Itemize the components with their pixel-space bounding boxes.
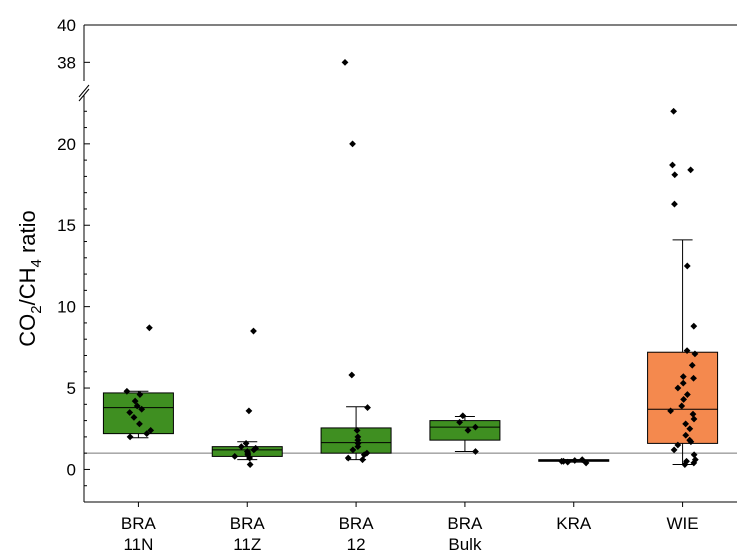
data-point	[123, 387, 131, 395]
data-point	[690, 459, 698, 467]
box-2	[320, 406, 392, 461]
data-point	[130, 413, 138, 421]
data-point	[250, 327, 257, 335]
data-point	[246, 454, 254, 462]
data-point	[131, 397, 139, 405]
data-point	[690, 322, 698, 330]
data-point	[143, 430, 151, 438]
data-point	[126, 433, 134, 441]
x-category-label: Bulk	[448, 535, 482, 553]
y-axis-title: CO2/CH4 ratio	[15, 210, 45, 347]
data-point	[582, 459, 590, 467]
y-tick-label: 5	[67, 379, 76, 398]
box-3	[429, 416, 501, 453]
data-point	[670, 107, 678, 115]
axis-break-mark	[78, 88, 90, 102]
box-body	[102, 392, 174, 435]
data-point	[349, 140, 356, 148]
y-tick-label: 10	[57, 298, 76, 317]
data-point	[348, 371, 356, 379]
data-point	[680, 396, 688, 403]
data-point	[691, 350, 699, 358]
y-tick-label: 15	[57, 216, 76, 235]
box-5	[647, 239, 719, 466]
data-point	[145, 324, 153, 332]
data-point	[671, 200, 678, 208]
data-point	[459, 412, 467, 420]
y-tick-label: 38	[57, 53, 76, 72]
data-point	[571, 457, 579, 464]
data-point	[242, 439, 250, 447]
data-point	[683, 262, 691, 270]
axis-break-mark	[78, 84, 90, 98]
y-tick-label: 40	[57, 16, 76, 35]
data-point	[353, 426, 361, 434]
x-category-label: BRA	[339, 514, 375, 533]
data-point	[231, 453, 239, 460]
x-category-label: KRA	[556, 514, 592, 533]
x-category-label: BRA	[447, 514, 483, 533]
data-point	[359, 456, 366, 464]
x-category-label: 12	[347, 535, 366, 553]
data-point	[126, 409, 134, 416]
data-point	[246, 461, 254, 468]
data-point	[341, 58, 349, 66]
data-point	[250, 446, 258, 454]
x-category-label: 11N	[123, 535, 153, 553]
data-point	[364, 404, 371, 411]
data-point	[147, 426, 155, 434]
data-point	[245, 407, 253, 415]
x-category-label: BRA	[121, 514, 157, 533]
data-point	[670, 446, 678, 454]
x-category-label: BRA	[230, 514, 266, 533]
data-point	[687, 438, 695, 446]
data-point	[136, 391, 144, 398]
data-point	[671, 171, 679, 179]
box-0	[102, 390, 174, 439]
data-point	[690, 451, 698, 459]
data-point	[344, 454, 352, 462]
data-point	[136, 420, 143, 428]
data-point	[687, 166, 695, 174]
data-point	[669, 161, 676, 169]
x-category-label: 11Z	[233, 535, 261, 553]
y-tick-label: 20	[57, 135, 76, 154]
data-point	[472, 448, 479, 455]
y-axis-label: CO2/CH4 ratio	[15, 210, 45, 347]
y-tick-label: 0	[67, 460, 76, 479]
data-point	[133, 402, 141, 410]
x-category-label: WIE	[667, 514, 699, 533]
